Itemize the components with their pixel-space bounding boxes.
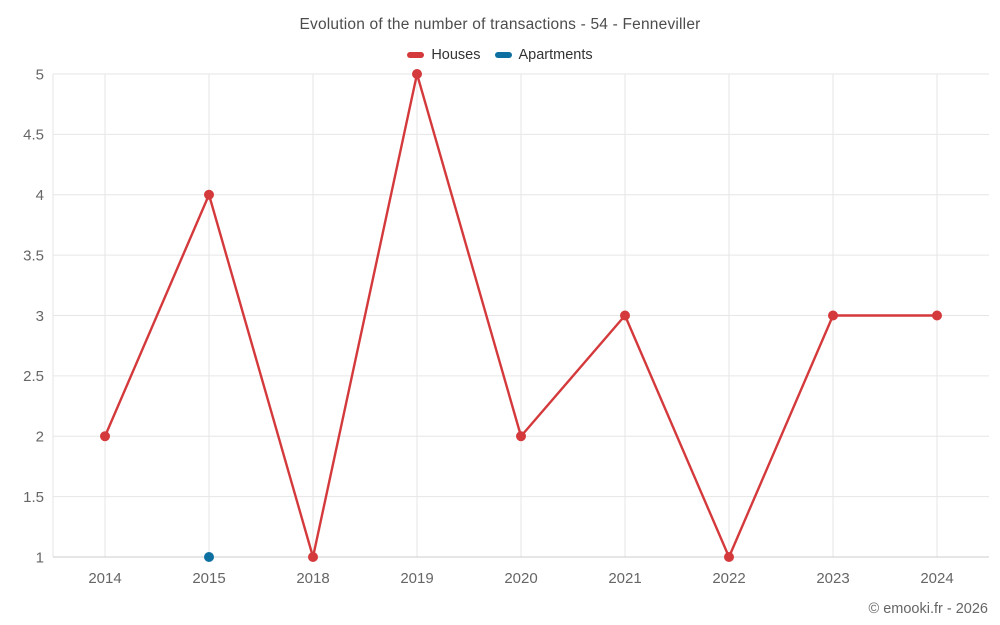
y-tick-label: 4 bbox=[36, 187, 44, 204]
y-tick-label: 2.5 bbox=[23, 368, 44, 385]
marker-houses-2015[interactable] bbox=[204, 189, 214, 200]
x-tick-label-2023: 2023 bbox=[816, 570, 849, 587]
y-tick-label: 4.5 bbox=[23, 127, 44, 144]
legend-swatch-apartments bbox=[494, 52, 512, 58]
y-tick-label: 1.5 bbox=[23, 489, 44, 506]
copyright: © emooki.fr - 2026 bbox=[868, 601, 988, 617]
chart-title: Evolution of the number of transactions … bbox=[299, 16, 701, 33]
legend: Houses Apartments bbox=[0, 47, 1000, 63]
marker-houses-2018[interactable] bbox=[308, 552, 318, 562]
x-tick-label-2022: 2022 bbox=[712, 570, 745, 587]
x-tick-label-2018: 2018 bbox=[296, 570, 329, 587]
x-tick-label-2014: 2014 bbox=[88, 570, 121, 587]
legend-item-houses[interactable]: Houses bbox=[407, 47, 481, 63]
legend-swatch-houses bbox=[407, 52, 425, 58]
x-tick-label-2021: 2021 bbox=[608, 570, 641, 587]
legend-label-houses: Houses bbox=[431, 47, 481, 63]
marker-houses-2014[interactable] bbox=[100, 431, 110, 442]
marker-houses-2019[interactable] bbox=[412, 69, 422, 79]
marker-houses-2024[interactable] bbox=[932, 310, 942, 321]
marker-houses-2023[interactable] bbox=[828, 310, 838, 321]
y-tick-label: 1 bbox=[36, 549, 44, 566]
marker-houses-2021[interactable] bbox=[620, 310, 630, 321]
marker-apartments-2015[interactable] bbox=[204, 552, 214, 562]
x-tick-label-2024: 2024 bbox=[920, 570, 953, 587]
legend-label-apartments: Apartments bbox=[518, 47, 593, 63]
x-tick-label-2019: 2019 bbox=[400, 570, 433, 587]
y-tick-label: 5 bbox=[36, 66, 44, 83]
y-tick-label: 3.5 bbox=[23, 247, 44, 264]
x-tick-label-2015: 2015 bbox=[192, 570, 225, 587]
marker-houses-2020[interactable] bbox=[516, 431, 526, 442]
legend-item-apartments[interactable]: Apartments bbox=[494, 47, 593, 63]
y-tick-label: 2 bbox=[36, 429, 44, 446]
marker-houses-2022[interactable] bbox=[724, 552, 734, 562]
x-tick-label-2020: 2020 bbox=[504, 570, 537, 587]
y-tick-label: 3 bbox=[36, 308, 44, 325]
